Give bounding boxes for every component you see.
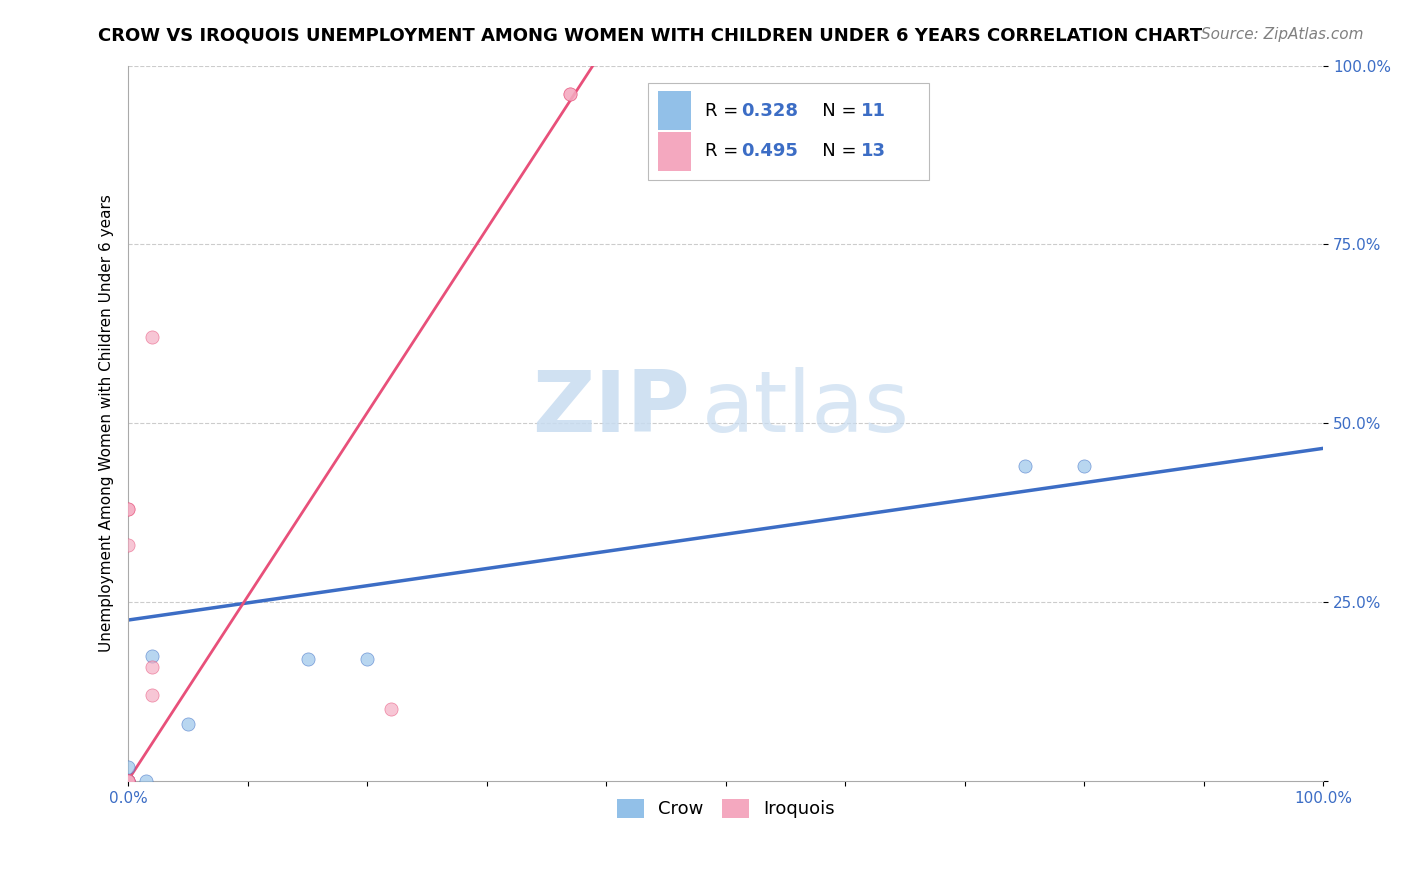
Point bbox=[117, 538, 139, 552]
Point bbox=[380, 702, 402, 716]
Text: 0.328: 0.328 bbox=[741, 102, 799, 120]
FancyBboxPatch shape bbox=[648, 84, 929, 180]
FancyBboxPatch shape bbox=[658, 91, 692, 130]
Point bbox=[117, 774, 139, 789]
Y-axis label: Unemployment Among Women with Children Under 6 years: Unemployment Among Women with Children U… bbox=[100, 194, 114, 652]
Text: R =: R = bbox=[706, 102, 744, 120]
Point bbox=[1073, 459, 1095, 474]
Text: 13: 13 bbox=[860, 143, 886, 161]
Text: ZIP: ZIP bbox=[531, 368, 690, 450]
Point bbox=[356, 652, 378, 666]
Point bbox=[117, 502, 139, 516]
Point bbox=[117, 774, 139, 789]
Point bbox=[117, 774, 139, 789]
FancyBboxPatch shape bbox=[658, 132, 692, 171]
Text: 11: 11 bbox=[860, 102, 886, 120]
Point bbox=[117, 774, 139, 789]
Point bbox=[297, 652, 319, 666]
Text: CROW VS IROQUOIS UNEMPLOYMENT AMONG WOMEN WITH CHILDREN UNDER 6 YEARS CORRELATIO: CROW VS IROQUOIS UNEMPLOYMENT AMONG WOME… bbox=[98, 27, 1202, 45]
Point bbox=[177, 716, 200, 731]
Point bbox=[117, 760, 139, 774]
Text: Source: ZipAtlas.com: Source: ZipAtlas.com bbox=[1201, 27, 1364, 42]
Text: atlas: atlas bbox=[702, 368, 910, 450]
Text: N =: N = bbox=[804, 102, 862, 120]
Point bbox=[135, 774, 157, 789]
Point bbox=[560, 87, 582, 102]
Point bbox=[141, 648, 163, 663]
Point bbox=[117, 502, 139, 516]
Point bbox=[1014, 459, 1036, 474]
Point bbox=[117, 774, 139, 789]
Point bbox=[117, 774, 139, 789]
Point bbox=[117, 774, 139, 789]
Legend: Crow, Iroquois: Crow, Iroquois bbox=[609, 792, 842, 826]
Text: 0.495: 0.495 bbox=[741, 143, 799, 161]
Text: R =: R = bbox=[706, 143, 744, 161]
Point bbox=[141, 330, 163, 344]
Point bbox=[141, 659, 163, 673]
Point bbox=[141, 688, 163, 702]
Text: N =: N = bbox=[804, 143, 862, 161]
Point bbox=[560, 87, 582, 102]
